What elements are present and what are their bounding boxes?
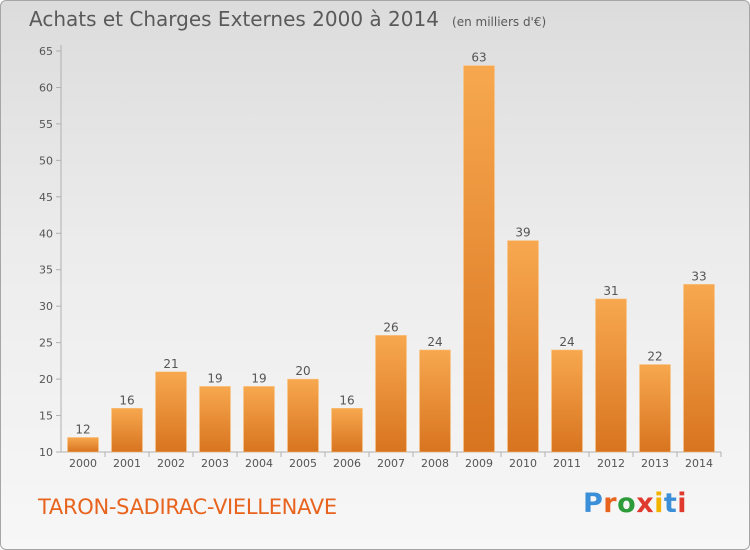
bar-value-label: 33	[691, 269, 706, 283]
x-tick-label: 2012	[597, 457, 625, 470]
bar	[199, 386, 231, 453]
logo-letter: o	[617, 488, 637, 519]
bar-value-label: 16	[119, 393, 134, 407]
bar	[551, 349, 583, 453]
x-tick-label: 2010	[509, 457, 537, 470]
y-tick-label: 65	[39, 45, 53, 58]
bar-value-label: 63	[471, 51, 486, 65]
y-tick-label: 10	[39, 446, 53, 459]
bar	[463, 65, 495, 453]
x-tick-label: 2009	[465, 457, 493, 470]
x-tick-label: 2003	[201, 457, 229, 470]
logo-letter: i	[654, 488, 664, 519]
x-tick-label: 2014	[685, 457, 713, 470]
logo-letter: i	[677, 488, 688, 519]
plot-area: 10 15 20 25 30 35 40 45 50 55 60 65 12 2000 16 2001 21 20…	[39, 45, 722, 470]
y-tick-label: 35	[39, 264, 53, 277]
bar-value-label: 22	[647, 350, 662, 364]
bar	[639, 364, 671, 453]
bar	[507, 240, 539, 453]
y-tick-label: 45	[39, 191, 53, 204]
logo-letter: P	[583, 488, 604, 519]
y-tick-label: 55	[39, 118, 53, 131]
y-tick-label: 30	[39, 300, 53, 313]
bar	[683, 284, 715, 453]
x-tick-label: 2013	[641, 457, 669, 470]
logo-letter: t	[663, 488, 678, 519]
bar	[111, 408, 143, 453]
x-tick-label: 2011	[553, 457, 581, 470]
bar	[419, 349, 451, 453]
y-tick-label: 15	[39, 410, 53, 423]
logo-letter: x	[636, 488, 655, 519]
y-tick-label: 60	[39, 81, 53, 94]
title-row: Achats et Charges Externes 2000 à 2014 (…	[29, 7, 546, 31]
logo-letter: r	[603, 488, 618, 519]
y-tick-label: 25	[39, 337, 53, 350]
bar-value-label: 24	[559, 335, 574, 349]
bar	[331, 408, 363, 453]
chart-subtitle: (en milliers d'€)	[452, 15, 547, 29]
y-tick-label: 20	[39, 373, 53, 386]
x-tick-label: 2002	[157, 457, 185, 470]
bar-value-label: 12	[75, 422, 90, 436]
x-tick-label: 2001	[113, 457, 141, 470]
bar	[287, 378, 319, 453]
bar-value-label: 26	[383, 320, 398, 334]
bar-value-label: 16	[339, 393, 354, 407]
bar-value-label: 19	[207, 371, 222, 385]
bar-value-label: 19	[251, 371, 266, 385]
bar	[375, 335, 407, 453]
bar-value-label: 21	[163, 357, 178, 371]
bar	[595, 298, 627, 453]
y-tick-label: 40	[39, 227, 53, 240]
x-tick-label: 2000	[69, 457, 97, 470]
proxiti-logo[interactable]: Proxiti	[583, 488, 687, 519]
bar-value-label: 31	[603, 284, 618, 298]
x-tick-label: 2004	[245, 457, 273, 470]
bar-value-label: 20	[295, 364, 310, 378]
bar	[155, 371, 187, 453]
commune-name: TARON-SADIRAC-VIELLENAVE	[38, 495, 337, 519]
bar-value-label: 39	[515, 226, 530, 240]
bar-value-label: 24	[427, 335, 442, 349]
bar	[67, 437, 99, 453]
x-tick-label: 2007	[377, 457, 405, 470]
y-tick-label: 50	[39, 154, 53, 167]
bar	[243, 386, 275, 453]
x-tick-label: 2005	[289, 457, 317, 470]
x-tick-label: 2006	[333, 457, 361, 470]
x-tick-label: 2008	[421, 457, 449, 470]
chart-title: Achats et Charges Externes 2000 à 2014	[29, 7, 439, 31]
